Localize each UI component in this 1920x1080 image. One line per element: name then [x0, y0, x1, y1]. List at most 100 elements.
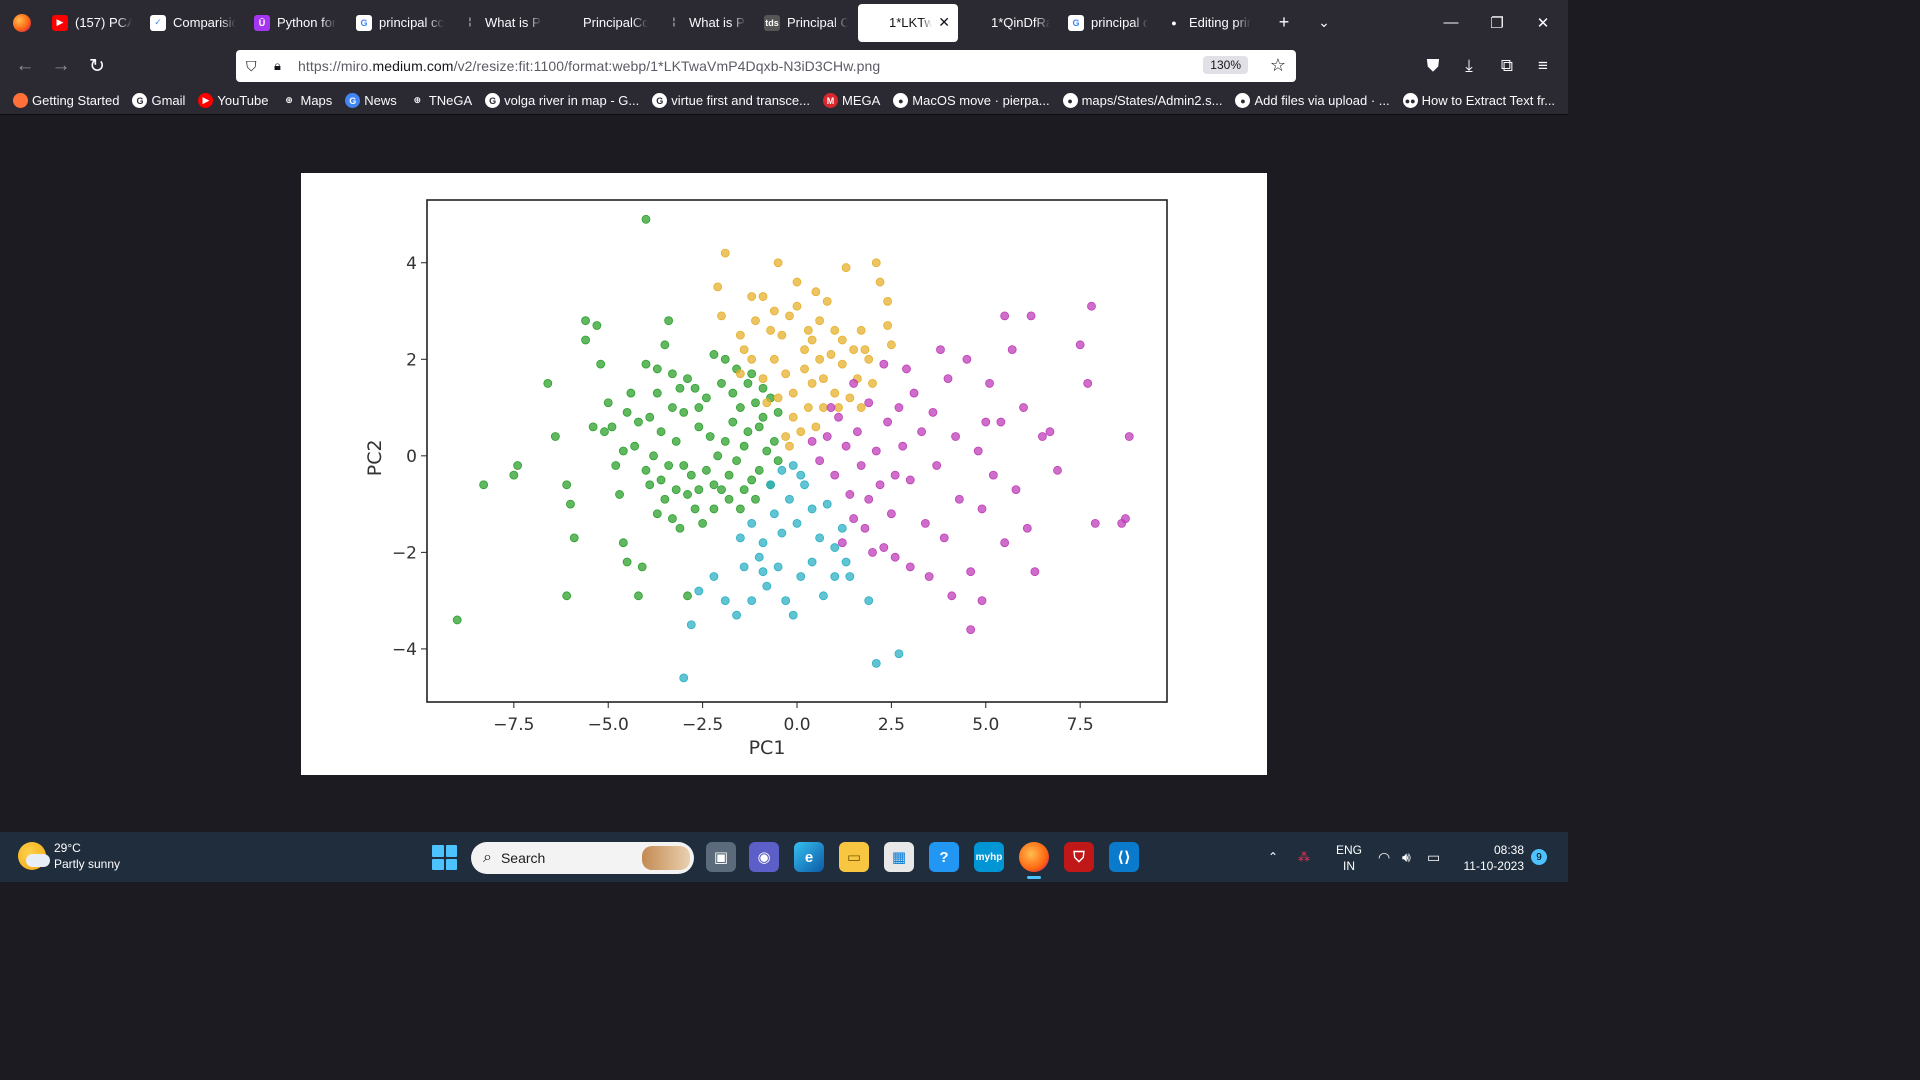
battery-icon[interactable]: ▭	[1427, 848, 1441, 865]
data-point	[634, 417, 643, 427]
notification-badge[interactable]: 9	[1531, 849, 1547, 865]
pocket-icon[interactable]: ⛊	[1426, 56, 1440, 75]
bookmark-label: volga river in map - G...	[504, 93, 640, 108]
data-point	[819, 374, 828, 383]
data-point	[920, 519, 930, 528]
wifi-icon[interactable]: ◠	[1378, 848, 1391, 865]
bookmark-label: News	[364, 93, 397, 108]
data-point	[592, 321, 602, 330]
language-indicator[interactable]: ENG IN	[1336, 843, 1363, 873]
taskbar-search-box[interactable]: ⌕ Search	[471, 842, 694, 874]
data-point	[452, 615, 462, 625]
bookmark-star-icon[interactable]: ☆	[1269, 55, 1286, 75]
bookmark-item[interactable]: M MEGA	[823, 93, 880, 108]
bookmark-item[interactable]: G News	[345, 93, 397, 108]
data-point	[754, 552, 764, 562]
extensions-icon[interactable]: ⧉	[1500, 56, 1514, 75]
zoom-level-badge[interactable]: 130%	[1203, 56, 1248, 74]
tray-app-icon[interactable]: ⁂	[1298, 850, 1310, 864]
myhp-icon[interactable]: myhp	[974, 842, 1004, 872]
data-point	[834, 403, 843, 412]
tab-title: What is Prin	[689, 15, 746, 30]
bookmark-item[interactable]: ⊕ Maps	[281, 93, 332, 108]
tab-9[interactable]: 1*QinDfRawRsk	[960, 4, 1058, 42]
scatter-plot-image: −7.5 −5.0 −2.5 0.0 2.5 5.0 7.5 −4 −2 0 2 4 PC1 PC2	[301, 173, 1267, 775]
tracking-protection-icon[interactable]: ⛉	[246, 58, 257, 74]
data-point	[762, 398, 772, 408]
bookmark-item[interactable]: ● maps/States/Admin2.s...	[1062, 93, 1222, 108]
reload-button[interactable]: ↻	[89, 55, 105, 77]
search-icon: ⌕	[483, 849, 492, 866]
file-explorer-icon[interactable]: ▭	[839, 842, 869, 872]
lock-icon[interactable]: 🔒︎	[274, 58, 281, 73]
data-point	[777, 528, 787, 538]
data-point	[875, 480, 885, 490]
app-menu-icon[interactable]: ≡	[1538, 56, 1548, 75]
bookmark-item[interactable]: ▶ YouTube	[198, 93, 269, 108]
bookmark-item[interactable]: G Gmail	[132, 93, 185, 108]
data-point	[694, 586, 704, 596]
tab-6[interactable]: ╎ What is Prin	[658, 4, 754, 42]
minimize-button[interactable]: —	[1443, 14, 1459, 31]
tab-1[interactable]: ✓ Comparisio	[142, 4, 244, 42]
microsoft-store-icon[interactable]: ▦	[884, 842, 914, 872]
list-all-tabs-icon[interactable]: ⌄	[1318, 14, 1330, 30]
windows-start-icon[interactable]	[432, 845, 457, 870]
bookmark-item[interactable]: ⊕ TNeGA	[409, 93, 472, 108]
tab-4[interactable]: ╎ What is Prin	[454, 4, 550, 42]
task-view-icon[interactable]: ▣	[706, 842, 736, 872]
downloads-icon[interactable]: ⤓	[1465, 56, 1473, 75]
weather-widget[interactable]: 29°C Partly sunny	[18, 840, 120, 872]
tab-2[interactable]: Ū Python for	[246, 4, 346, 42]
builtin-icon: ╎	[462, 14, 478, 31]
data-point	[788, 388, 798, 398]
firefox-taskbar-icon[interactable]	[1019, 842, 1049, 879]
data-point	[701, 393, 711, 403]
data-point	[837, 335, 847, 345]
data-point	[788, 610, 798, 620]
tab-0[interactable]: ▶ (157) PCA I	[44, 4, 140, 42]
close-tab-icon[interactable]: ✕	[938, 14, 950, 30]
bookmark-item[interactable]: Getting Started	[13, 93, 119, 108]
firefox-icon	[13, 93, 28, 108]
firefox-menu-icon[interactable]	[0, 0, 44, 45]
tab-title: 1*LKTwaVmP	[889, 15, 933, 30]
bookmark-item[interactable]: ● MacOS move · pierpa...	[893, 93, 1050, 108]
edge-icon[interactable]: e	[794, 842, 824, 872]
tab-11[interactable]: ● Editing prir	[1158, 4, 1262, 42]
back-button[interactable]: ←	[15, 55, 35, 76]
x-tick-label: −2.5	[682, 715, 723, 735]
data-point	[1087, 301, 1096, 311]
tab-5[interactable]: PrincipalComp	[552, 4, 656, 42]
data-point	[668, 369, 677, 379]
data-point	[618, 538, 628, 548]
data-point	[679, 673, 689, 683]
help-icon[interactable]: ?	[929, 842, 959, 872]
tab-8[interactable]: 1*LKTwaVmP ✕	[858, 3, 958, 42]
forward-button[interactable]: →	[51, 55, 71, 76]
mcafee-icon[interactable]: ⛉	[1064, 842, 1094, 872]
volume-icon[interactable]: 🔊︎	[1402, 848, 1411, 865]
data-point	[996, 417, 1006, 427]
navigation-toolbar: ← → ↻ ⛉ 🔒︎ https://miro.medium.com/v2/re…	[0, 45, 1568, 87]
url-bar[interactable]: ⛉ 🔒︎ https://miro.medium.com/v2/resize:f…	[236, 50, 1296, 82]
close-window-button[interactable]: ✕	[1536, 14, 1550, 32]
data-point	[830, 470, 840, 480]
system-clock[interactable]: 08:38 11-10-2023	[1463, 843, 1525, 873]
data-point	[1022, 523, 1032, 533]
restore-button[interactable]: ❐	[1490, 14, 1504, 32]
vscode-icon[interactable]: ⟨⟩	[1109, 842, 1139, 872]
data-point	[962, 354, 972, 364]
show-hidden-icons-chevron[interactable]: ⌃	[1268, 850, 1279, 864]
bookmark-item[interactable]: ● Add files via upload · ...	[1235, 93, 1390, 108]
url-text[interactable]: https://miro.medium.com/v2/resize:fit:11…	[298, 58, 881, 74]
new-tab-button[interactable]: +	[1278, 12, 1290, 32]
bookmark-item[interactable]: ●● How to Extract Text fr...	[1402, 93, 1555, 108]
tab-7[interactable]: tds Principal Co	[756, 4, 856, 42]
teams-chat-icon[interactable]: ◉	[749, 842, 779, 872]
data-point	[717, 485, 726, 495]
